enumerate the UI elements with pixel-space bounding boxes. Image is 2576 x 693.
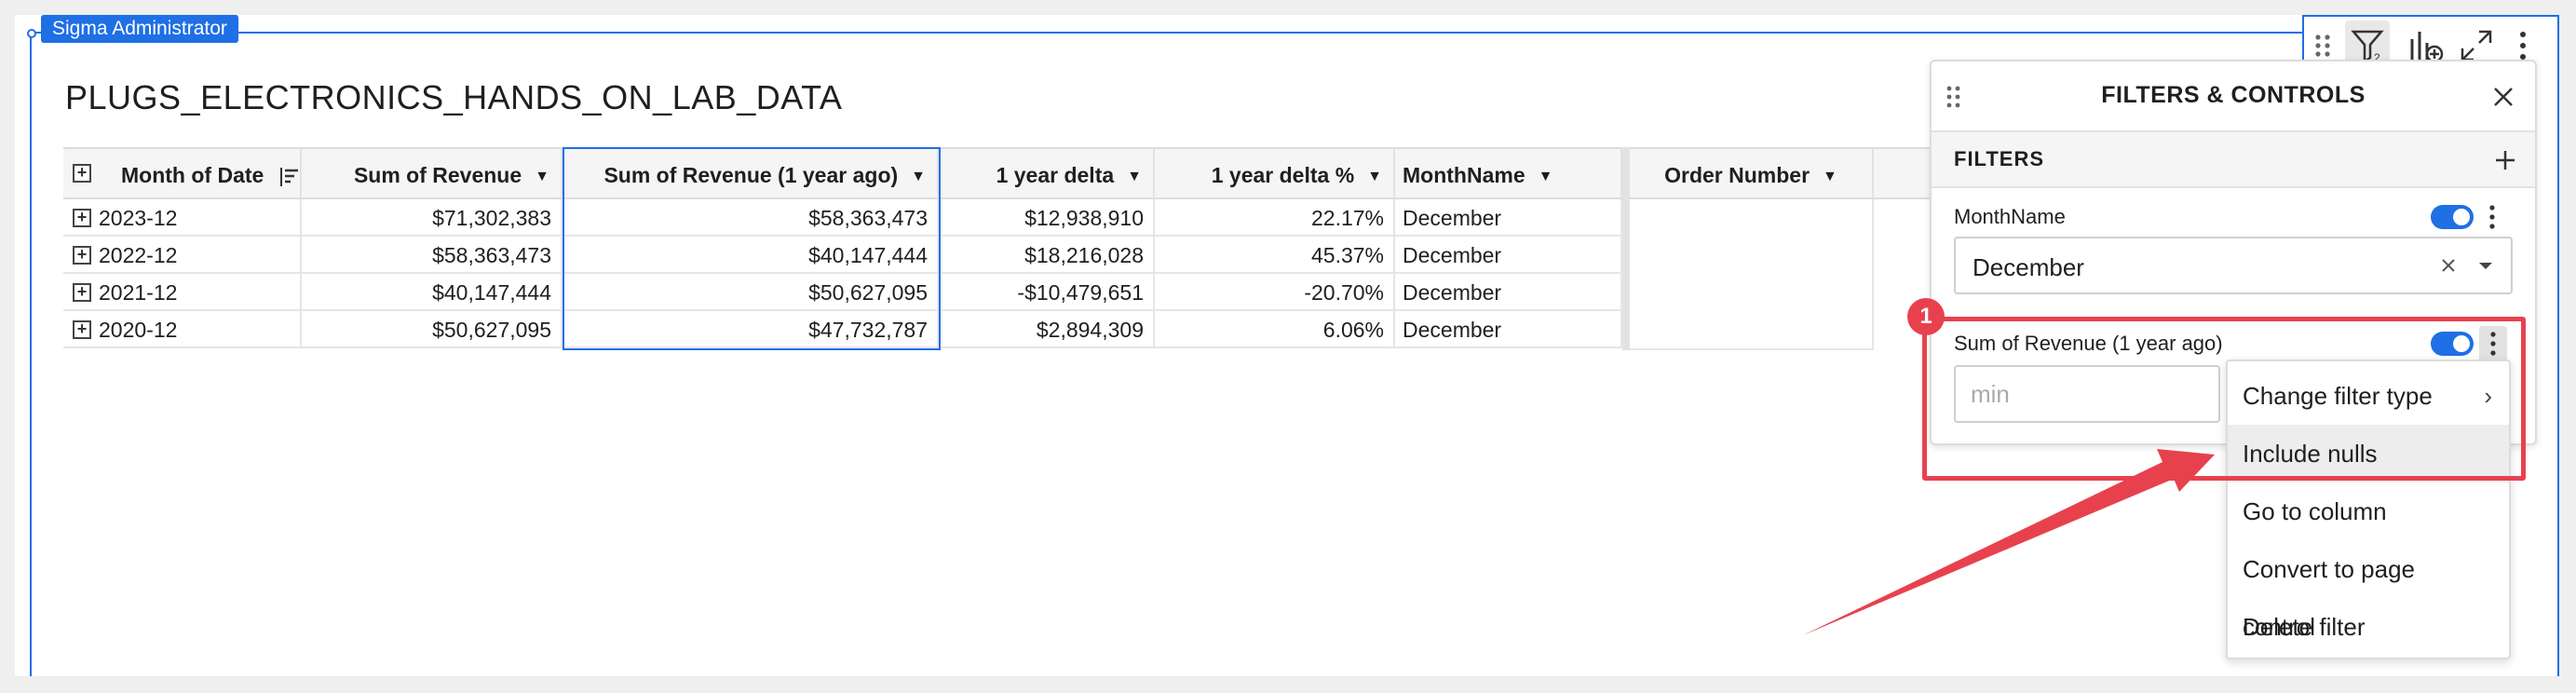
panel-title: FILTERS & CONTROLS (2101, 82, 2366, 108)
more-options-icon[interactable] (2509, 26, 2537, 65)
column-header-order-number[interactable]: Order Number ▼ (1630, 147, 1874, 199)
column-header-label: 1 year delta % (1211, 163, 1355, 187)
table-cell[interactable]: 2023-12 (63, 199, 302, 237)
caret-down-icon[interactable]: ▼ (1538, 168, 1553, 184)
drag-handle-icon[interactable] (2312, 26, 2334, 65)
table-cell[interactable]: 2021-12 (63, 274, 302, 311)
selected-element-outline (30, 32, 2559, 676)
column-header-monthname[interactable]: MonthName ▼ (1395, 147, 1622, 199)
table-cell[interactable]: $71,302,383 (302, 199, 563, 237)
expand-all-icon[interactable]: + (73, 164, 91, 183)
filter-label-sum-of-revenue-1-year-ago: Sum of Revenue (1 year ago) (1954, 332, 2223, 355)
menu-item-change-filter-type[interactable]: Change filter type › (2228, 367, 2509, 425)
monthname-filter-select[interactable]: December (1954, 237, 2513, 294)
expand-icon[interactable] (2457, 26, 2496, 65)
expand-row-icon[interactable]: + (73, 320, 91, 339)
filter-label-monthname: MonthName (1954, 205, 2066, 228)
expand-row-icon[interactable]: + (73, 209, 91, 227)
add-chart-icon[interactable] (2407, 26, 2446, 65)
column-header-label: MonthName (1403, 163, 1525, 187)
menu-item-label: Convert to page control (2243, 555, 2416, 641)
filter-toggle-monthname[interactable] (2431, 205, 2474, 229)
filter-options-menu: Change filter type › Include nulls Go to… (2226, 360, 2511, 659)
table-cell[interactable]: $47,732,787 (563, 311, 939, 348)
panel-header: FILTERS & CONTROLS (1932, 61, 2535, 132)
annotation-badge: 1 (1907, 298, 1945, 335)
drag-handle-icon[interactable] (1945, 84, 1963, 112)
svg-text:2: 2 (2374, 51, 2380, 63)
column-header-label: Sum of Revenue (1 year ago) (603, 163, 899, 187)
filters-section-label: FILTERS (1954, 147, 2045, 170)
menu-item-convert-to-page-control[interactable]: Convert to page control (2228, 540, 2509, 641)
table-cell[interactable]: December (1395, 274, 1622, 311)
column-header-sum-of-revenue[interactable]: Sum of Revenue ▼ (302, 147, 563, 199)
table-cell[interactable]: 45.37% (1155, 237, 1395, 274)
caret-down-icon[interactable]: ▼ (1367, 168, 1382, 184)
column-header-hidden (1874, 147, 1939, 199)
menu-item-go-to-column[interactable]: Go to column (2228, 482, 2509, 540)
table-cell[interactable]: $12,938,910 (939, 199, 1155, 237)
menu-item-label: Go to column (2243, 497, 2387, 525)
table-cell[interactable]: 2020-12 (63, 311, 302, 348)
table-cell[interactable]: $18,216,028 (939, 237, 1155, 274)
sort-icon[interactable] (279, 166, 300, 188)
column-header-sum-of-revenue-1-year-ago[interactable]: Sum of Revenue (1 year ago) ▼ (563, 147, 939, 199)
column-divider[interactable] (1622, 147, 1630, 350)
menu-item-include-nulls[interactable]: Include nulls (2228, 425, 2509, 482)
menu-item-delete-filter[interactable]: Delete filter (2228, 598, 2509, 656)
table-cell[interactable]: $50,627,095 (563, 274, 939, 311)
caret-down-icon[interactable]: ▼ (911, 168, 926, 184)
table-cell[interactable]: $58,363,473 (563, 199, 939, 237)
table-cell[interactable]: $58,363,473 (302, 237, 563, 274)
more-options-icon[interactable] (2485, 203, 2500, 231)
column-header-1-year-delta-pct[interactable]: 1 year delta % ▼ (1155, 147, 1395, 199)
owner-tag: Sigma Administrator (41, 15, 238, 43)
filter-more-options-button[interactable] (2479, 326, 2507, 361)
table-cell[interactable]: December (1395, 311, 1622, 348)
table-cell[interactable]: 2022-12 (63, 237, 302, 274)
caret-down-icon[interactable]: ▼ (1127, 168, 1142, 184)
element-title: PLUGS_ELECTRONICS_HANDS_ON_LAB_DATA (65, 78, 843, 116)
selected-value: December (1973, 253, 2084, 281)
caret-down-icon[interactable]: ▼ (535, 168, 549, 184)
min-input[interactable]: min (1954, 365, 2220, 423)
table-cell[interactable]: $2,894,309 (939, 311, 1155, 348)
menu-item-label: Delete filter (2243, 613, 2366, 641)
clear-icon[interactable] (2440, 257, 2457, 274)
order-number-empty-area (1630, 199, 1874, 350)
add-filter-icon[interactable] (2494, 149, 2516, 171)
filters-controls-panel: FILTERS & CONTROLS FILTERS MonthName Dec… (1930, 60, 2537, 445)
column-header-label: Order Number (1664, 163, 1810, 187)
column-header-label: Sum of Revenue (353, 163, 522, 187)
table-cell[interactable]: 6.06% (1155, 311, 1395, 348)
column-header-1-year-delta[interactable]: 1 year delta ▼ (939, 147, 1155, 199)
expand-row-icon[interactable]: + (73, 246, 91, 265)
menu-item-label: Include nulls (2243, 440, 2378, 468)
caret-down-icon[interactable]: ▼ (1823, 168, 1837, 184)
column-header-month-of-date[interactable]: Month of Date (63, 147, 302, 199)
table-cell[interactable]: December (1395, 199, 1622, 237)
filter-toggle-sum-of-revenue-1-year-ago[interactable] (2431, 332, 2474, 356)
table-cell[interactable]: -20.70% (1155, 274, 1395, 311)
column-header-label: 1 year delta (996, 163, 1115, 187)
filter-icon: 2 (2351, 30, 2384, 63)
chevron-down-icon[interactable] (2477, 261, 2494, 272)
resize-handle[interactable] (27, 29, 36, 38)
table-cell[interactable]: December (1395, 237, 1622, 274)
table-cell[interactable]: 22.17% (1155, 199, 1395, 237)
expand-row-icon[interactable]: + (73, 283, 91, 302)
table-cell[interactable]: $50,627,095 (302, 311, 563, 348)
column-header-label: Month of Date (121, 163, 264, 187)
chevron-right-icon: › (2484, 382, 2492, 410)
menu-item-label: Change filter type (2243, 382, 2433, 410)
close-icon[interactable] (2492, 86, 2515, 108)
table-cell[interactable]: $40,147,444 (302, 274, 563, 311)
filters-section-header: FILTERS (1932, 132, 2535, 188)
table-cell[interactable]: $40,147,444 (563, 237, 939, 274)
more-options-icon (2490, 332, 2496, 356)
table-cell[interactable]: -$10,479,651 (939, 274, 1155, 311)
